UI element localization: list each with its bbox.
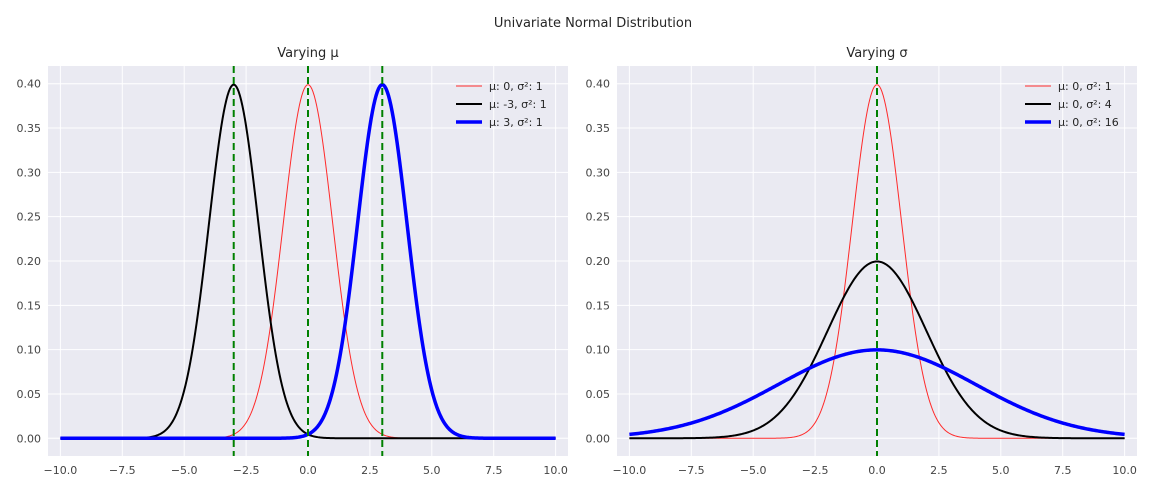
reference-lines [232, 66, 384, 456]
x-tick-label: 7.5 [1054, 464, 1072, 477]
series-group [628, 84, 1126, 440]
x-tick-label: −5.0 [740, 464, 767, 477]
chart-varying-mu: −10.0 −7.5 −5.0 −2.5 0.0 2.5 5.0 7.5 10.0 0.00 0.0… [17, 46, 568, 477]
x-tick-label: −5.0 [171, 464, 198, 477]
y-tick-label: 0.15 [17, 299, 42, 312]
y-tick-label: 0.15 [586, 299, 611, 312]
y-tick-label: 0.20 [17, 255, 42, 268]
y-tick-label: 0.20 [586, 255, 611, 268]
legend: μ: 0, σ²: 1 μ: -3, σ²: 1 μ: 3, σ²: 1 [456, 80, 547, 129]
x-tick-label: −7.5 [678, 464, 705, 477]
y-tick-label: 0.10 [586, 344, 611, 357]
series-line-2 [628, 348, 1126, 437]
legend-label: μ: 0, σ²: 1 [1058, 80, 1112, 93]
y-tick-label: 0.00 [17, 432, 42, 445]
y-tick-label: 0.30 [586, 166, 611, 179]
x-tick-label: 0.0 [868, 464, 886, 477]
chart-title: Varying σ [846, 46, 907, 61]
y-tick-label: 0.35 [17, 122, 42, 135]
legend-label: μ: 0, σ²: 16 [1058, 116, 1119, 129]
figure-title: Univariate Normal Distribution [494, 16, 692, 31]
x-tick-label: −2.5 [802, 464, 829, 477]
tick-labels: −10.0 −7.5 −5.0 −2.5 0.0 2.5 5.0 7.5 10.0 0.00 0.0… [586, 78, 1137, 477]
x-tick-label: −10.0 [613, 464, 647, 477]
y-tick-label: 0.10 [17, 344, 42, 357]
x-tick-label: −10.0 [44, 464, 78, 477]
legend-label: μ: 3, σ²: 1 [489, 116, 543, 129]
chart-varying-sigma: −10.0 −7.5 −5.0 −2.5 0.0 2.5 5.0 7.5 10.0 0.00 0.0… [586, 46, 1137, 477]
x-tick-label: 2.5 [361, 464, 379, 477]
legend-label: μ: -3, σ²: 1 [489, 98, 547, 111]
y-tick-label: 0.40 [17, 78, 42, 91]
y-tick-label: 0.30 [17, 166, 42, 179]
y-tick-label: 0.00 [586, 432, 611, 445]
x-tick-label: 2.5 [930, 464, 948, 477]
x-tick-label: 10.0 [543, 464, 568, 477]
x-tick-label: 5.0 [423, 464, 441, 477]
x-tick-label: 0.0 [299, 464, 317, 477]
x-tick-label: −7.5 [109, 464, 136, 477]
legend: μ: 0, σ²: 1 μ: 0, σ²: 4 μ: 0, σ²: 16 [1025, 80, 1119, 129]
x-tick-label: 7.5 [485, 464, 503, 477]
y-tick-label: 0.25 [586, 211, 611, 224]
y-tick-label: 0.05 [586, 388, 611, 401]
x-tick-label: 10.0 [1112, 464, 1137, 477]
tick-labels: −10.0 −7.5 −5.0 −2.5 0.0 2.5 5.0 7.5 10.0 0.00 0.0… [17, 78, 568, 477]
y-tick-label: 0.05 [17, 388, 42, 401]
chart-title: Varying μ [277, 46, 338, 61]
series-line-1 [629, 260, 1125, 440]
x-tick-label: 5.0 [992, 464, 1010, 477]
y-tick-label: 0.25 [17, 211, 42, 224]
legend-label: μ: 0, σ²: 1 [489, 80, 543, 93]
x-tick-label: −2.5 [233, 464, 260, 477]
y-tick-label: 0.40 [586, 78, 611, 91]
y-tick-label: 0.35 [586, 122, 611, 135]
legend-label: μ: 0, σ²: 4 [1058, 98, 1112, 111]
